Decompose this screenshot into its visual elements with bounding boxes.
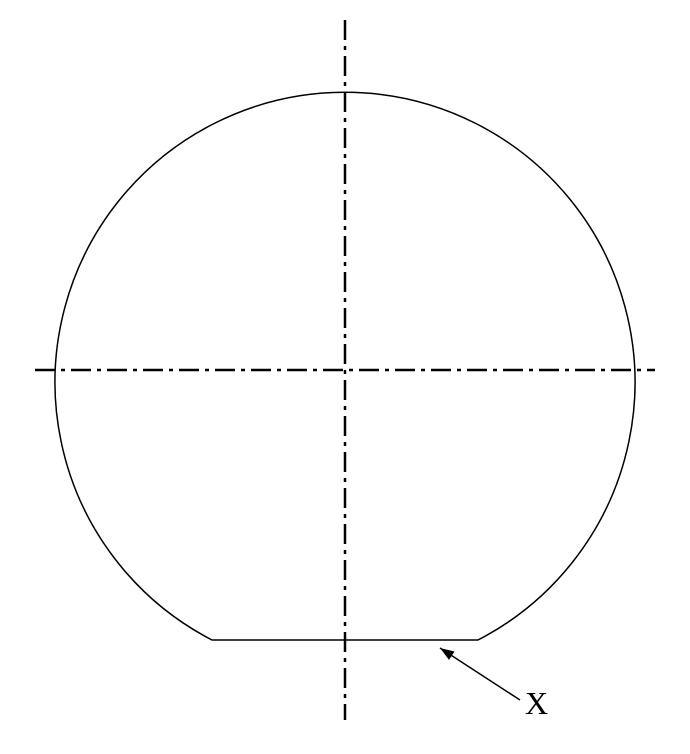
diagram-svg [0,0,690,749]
x-label: X [525,685,548,722]
wafer-diagram: X [0,0,690,749]
pointer-arrow [440,648,520,700]
